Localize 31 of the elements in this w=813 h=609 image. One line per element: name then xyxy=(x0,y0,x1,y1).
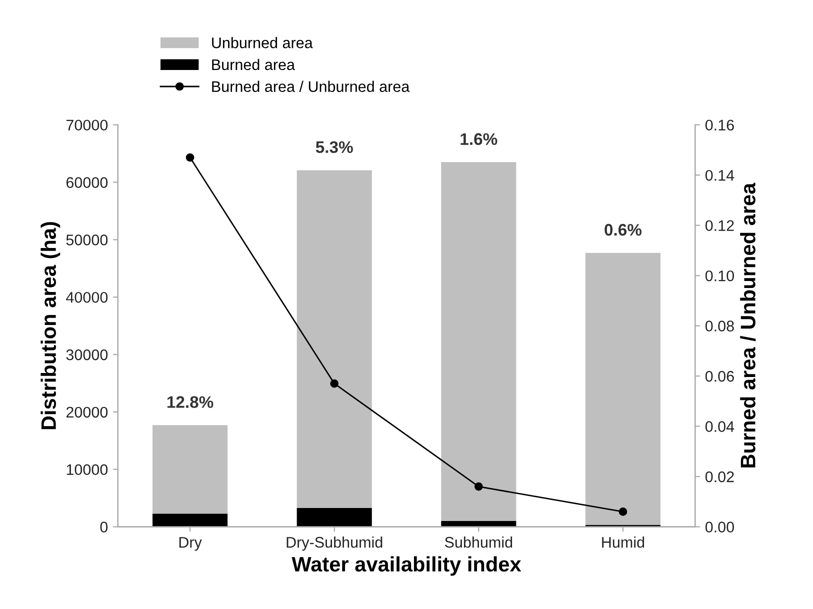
y-tick-label: 20000 xyxy=(66,406,108,418)
x-tick-label: Dry-Subhumid xyxy=(286,536,382,551)
y2-tick-label: 0.00 xyxy=(705,522,734,532)
y-tick-label: 0 xyxy=(100,522,108,532)
y2-tick-label: 0.06 xyxy=(705,370,734,382)
annotation: 5.3% xyxy=(316,141,353,154)
y2-tick-label: 0.02 xyxy=(705,471,734,482)
y-tick-label: 50000 xyxy=(66,234,108,246)
legend-label: Burned area / Unburned area xyxy=(212,80,410,92)
legend-label: Unburned area xyxy=(212,37,313,48)
y-tick-label: 70000 xyxy=(66,120,108,131)
y-axis-title: Distribution area (ha) xyxy=(40,222,60,430)
y2-tick-label: 0.08 xyxy=(705,320,734,332)
y2-tick-label: 0.16 xyxy=(705,120,734,131)
x-axis-title: Water availability index xyxy=(292,556,522,576)
y-tick-label: 10000 xyxy=(66,464,108,476)
y-tick-label: 30000 xyxy=(66,349,108,360)
y2-axis-title: Burned area / Unburned area xyxy=(740,182,756,468)
annotation: 12.8% xyxy=(167,396,214,408)
y2-tick-label: 0.04 xyxy=(705,421,734,432)
x-tick-label: Dry xyxy=(179,537,202,551)
y2-tick-label: 0.12 xyxy=(705,220,734,232)
y-tick-label: 60000 xyxy=(66,177,108,188)
annotation: 0.6% xyxy=(604,224,642,236)
y2-tick-label: 0.10 xyxy=(705,270,734,282)
legend-label: Burned area xyxy=(212,58,295,70)
y2-tick-label: 0.14 xyxy=(705,170,734,181)
y-tick-label: 40000 xyxy=(66,292,108,303)
annotation: 1.6% xyxy=(460,133,498,145)
x-tick-label: Humid xyxy=(602,536,644,548)
x-tick-label: Subhumid xyxy=(444,536,512,548)
